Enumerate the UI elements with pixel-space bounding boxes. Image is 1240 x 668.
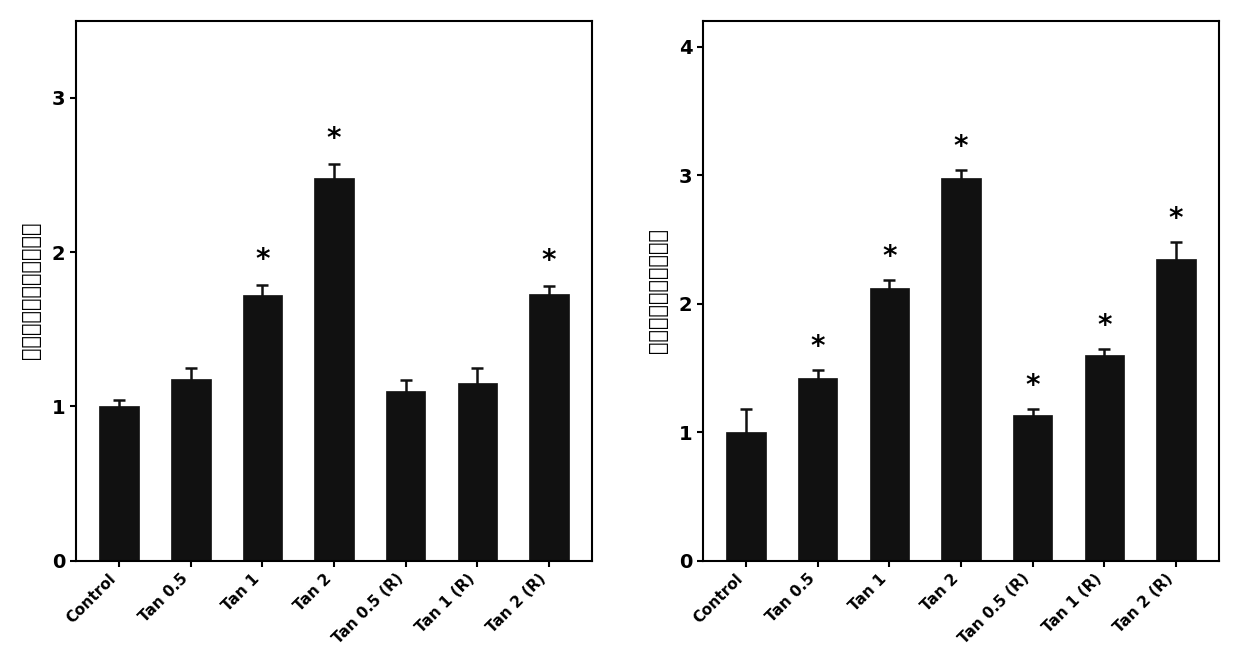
Text: *: *: [1025, 372, 1040, 400]
Bar: [386, 391, 425, 560]
Text: *: *: [954, 133, 968, 161]
Text: *: *: [327, 126, 341, 154]
Bar: [1085, 355, 1123, 560]
Bar: [869, 288, 909, 560]
Bar: [99, 406, 139, 560]
Text: *: *: [1169, 205, 1183, 233]
Text: *: *: [811, 333, 825, 361]
Y-axis label: 醌氧化还原酶相对酶活性: 醌氧化还原酶相对酶活性: [21, 222, 41, 359]
Bar: [941, 178, 981, 560]
Bar: [1156, 259, 1195, 560]
Bar: [243, 295, 283, 560]
Y-axis label: 过氧化氢酶相对酶活性: 过氧化氢酶相对酶活性: [647, 228, 668, 353]
Bar: [1013, 415, 1053, 560]
Text: *: *: [882, 243, 897, 271]
Text: *: *: [255, 246, 270, 274]
Text: *: *: [542, 247, 557, 275]
Bar: [171, 379, 211, 560]
Text: *: *: [1097, 311, 1111, 339]
Bar: [799, 378, 837, 560]
Bar: [727, 432, 766, 560]
Bar: [529, 294, 569, 560]
Bar: [315, 178, 353, 560]
Bar: [458, 383, 497, 560]
